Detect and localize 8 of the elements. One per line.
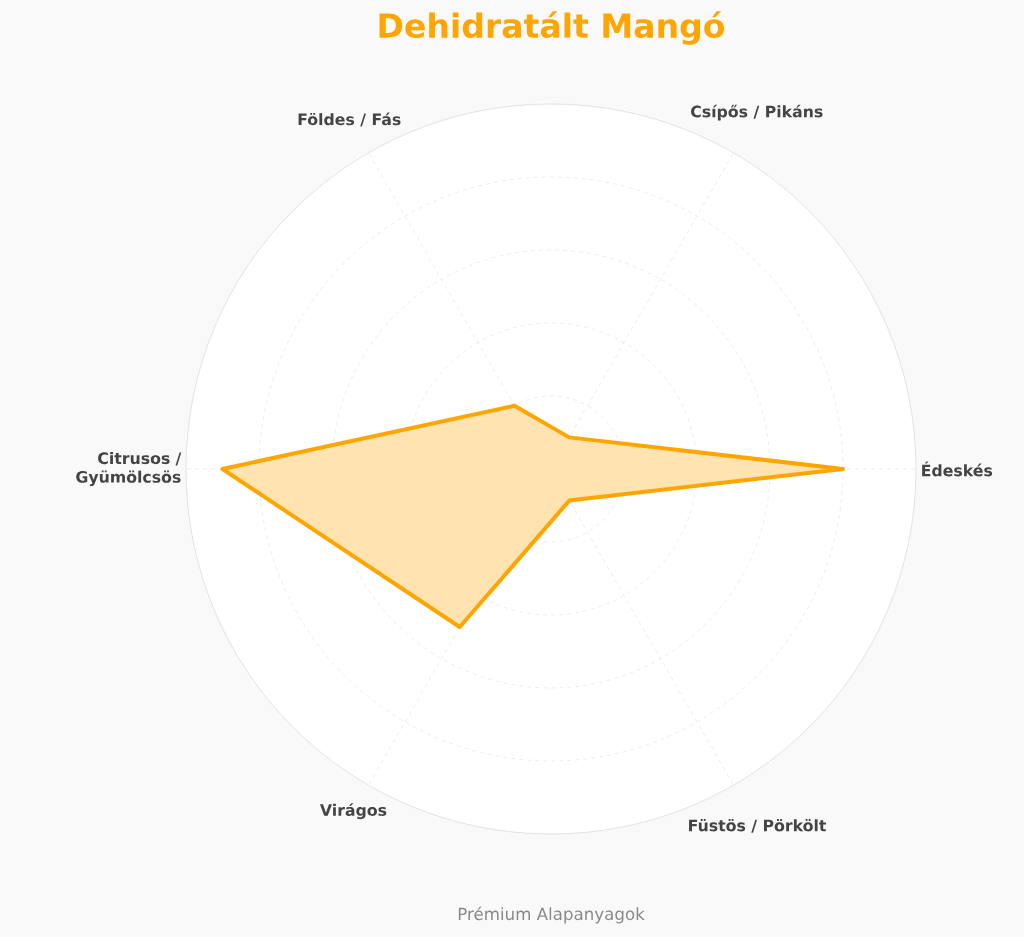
spoke-label: Földes / Fás — [298, 112, 401, 127]
chart-title: Dehidratált Mangó — [379, 11, 725, 45]
spoke-label: Citrusos / Gyümölcsös — [76, 451, 182, 486]
spoke-label: Édeskés — [922, 461, 993, 477]
spoke-label: Virágos — [319, 803, 387, 820]
spoke-label: Csípős / Pikáns — [691, 104, 823, 121]
spoke-label: Füstös / Pörkölt — [689, 819, 827, 833]
text: Prémium Alapanyagok — [458, 906, 645, 924]
